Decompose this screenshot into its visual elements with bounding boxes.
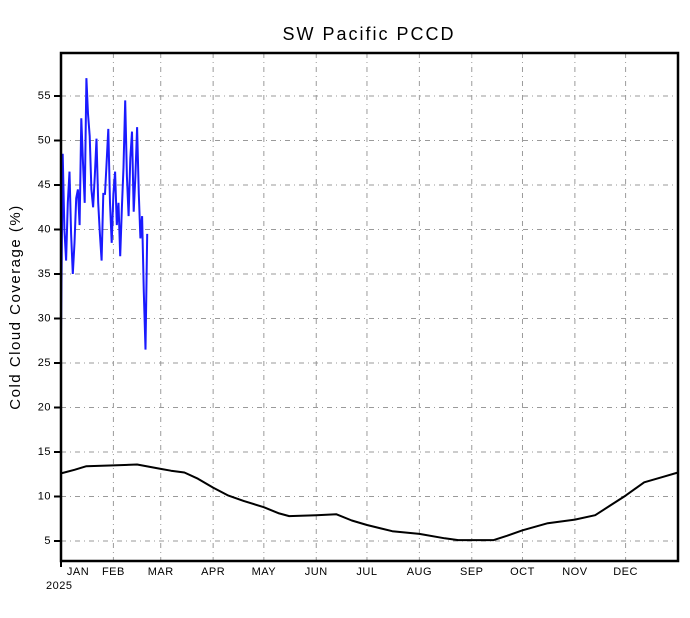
svg-text:AUG: AUG [407,566,432,578]
svg-text:45: 45 [38,179,51,191]
svg-text:30: 30 [38,312,51,324]
svg-text:25: 25 [38,357,51,369]
chart-title: SW Pacific PCCD [282,24,455,44]
svg-text:DEC: DEC [613,566,638,578]
y-axis-label: Cold Cloud Coverage (%) [7,204,24,409]
svg-text:MAR: MAR [148,566,174,578]
svg-text:35: 35 [38,268,51,280]
svg-text:JUL: JUL [356,566,377,578]
daily-series-line [60,78,149,350]
svg-text:55: 55 [38,90,51,102]
svg-text:MAY: MAY [252,566,277,578]
svg-text:40: 40 [38,223,51,235]
svg-text:5: 5 [44,535,51,547]
x-axis-month-labels: JAN FEB MAR APR MAY JUN JUL AUG SEP OCT NOV DEC [67,566,638,578]
svg-text:OCT: OCT [510,566,535,578]
x-axis-year-label: 2025 [46,580,72,592]
svg-text:JAN: JAN [67,566,89,578]
svg-text:JUN: JUN [305,566,328,578]
svg-text:APR: APR [201,566,225,578]
svg-text:10: 10 [38,490,51,502]
climatology-line [60,463,679,542]
svg-text:NOV: NOV [562,566,588,578]
gridlines [61,53,678,561]
svg-text:FEB: FEB [102,566,125,578]
svg-text:SEP: SEP [460,566,484,578]
plot-frame [59,51,680,563]
svg-text:15: 15 [38,446,51,458]
svg-text:20: 20 [38,401,51,413]
y-axis-tick-labels: 5 10 15 20 25 30 35 40 45 50 55 [38,90,51,547]
svg-text:50: 50 [38,134,51,146]
